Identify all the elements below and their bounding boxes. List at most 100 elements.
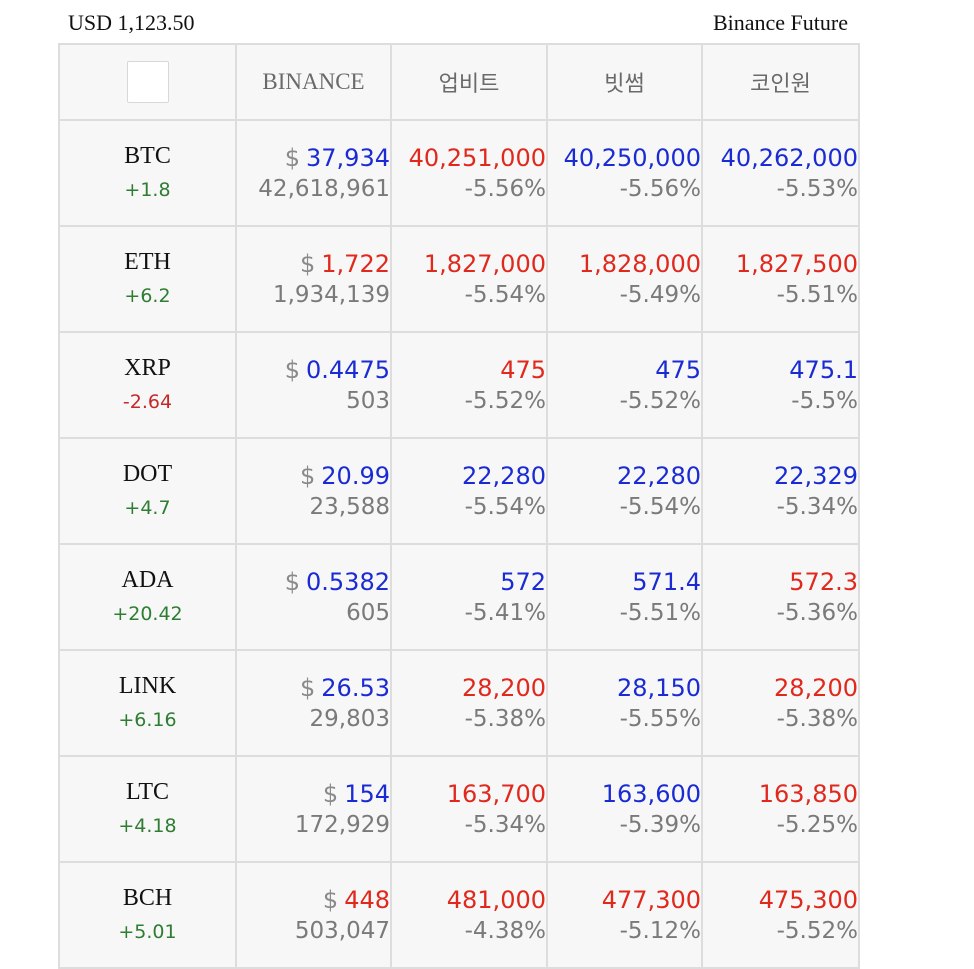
coin-cell: BCH +5.01 <box>58 861 237 969</box>
upbit-premium: -5.34% <box>464 811 546 838</box>
coinone-price: 163,850 <box>758 779 858 808</box>
upbit-price: 22,280 <box>462 461 546 490</box>
binance-cell: $37,934 42,618,961 <box>235 119 392 227</box>
coin-change: -2.64 <box>122 391 173 413</box>
binance-usd-price: 1,722 <box>321 249 390 278</box>
top-bar: USD 1,123.50 Binance Future <box>68 6 848 38</box>
upbit-cell: 163,700 -5.34% <box>390 755 548 863</box>
table-row[interactable]: BTC +1.8 $37,934 42,618,961 40,251,000 -… <box>58 119 860 227</box>
bithumb-price: 1,828,000 <box>578 249 701 278</box>
bithumb-price: 477,300 <box>601 885 701 914</box>
coinone-price: 22,329 <box>774 461 858 490</box>
bithumb-premium: -5.52% <box>619 387 701 414</box>
binance-krw-price: 503,047 <box>294 917 390 944</box>
binance-cell: $1,722 1,934,139 <box>235 225 392 333</box>
binance-cell: $0.5382 605 <box>235 543 392 651</box>
coin-symbol: LTC <box>125 779 170 805</box>
coin-symbol: LINK <box>118 673 177 699</box>
binance-cell: $20.99 23,588 <box>235 437 392 545</box>
column-header-upbit: 업비트 <box>390 43 548 121</box>
binance-cell: $0.4475 503 <box>235 331 392 439</box>
bithumb-premium: -5.12% <box>619 917 701 944</box>
upbit-price: 481,000 <box>446 885 546 914</box>
bithumb-cell: 477,300 -5.12% <box>546 861 703 969</box>
dollar-sign: $ <box>322 885 339 914</box>
binance-krw-price: 605 <box>346 599 390 626</box>
coin-cell: DOT +4.7 <box>58 437 237 545</box>
upbit-price: 28,200 <box>462 673 546 702</box>
upbit-premium: -4.38% <box>464 917 546 944</box>
bithumb-premium: -5.56% <box>619 175 701 202</box>
coin-change: +6.16 <box>118 709 177 731</box>
coinone-premium: -5.51% <box>776 281 858 308</box>
bithumb-cell: 40,250,000 -5.56% <box>546 119 703 227</box>
bithumb-price: 22,280 <box>617 461 701 490</box>
upbit-premium: -5.54% <box>464 493 546 520</box>
upbit-premium: -5.41% <box>464 599 546 626</box>
table-row[interactable]: LINK +6.16 $26.53 29,803 28,200 -5.38% 2… <box>58 649 860 757</box>
checkbox-wrapper <box>60 61 235 103</box>
coinone-cell: 1,827,500 -5.51% <box>701 225 860 333</box>
binance-usd-price: 154 <box>344 779 390 808</box>
coinone-price: 475.1 <box>789 355 858 384</box>
bithumb-cell: 22,280 -5.54% <box>546 437 703 545</box>
coin-cell: ETH +6.2 <box>58 225 237 333</box>
column-header-bithumb: 빗썸 <box>546 43 703 121</box>
coinone-premium: -5.36% <box>776 599 858 626</box>
bithumb-price: 475 <box>655 355 701 384</box>
dollar-sign: $ <box>300 673 316 702</box>
dollar-sign: $ <box>284 355 301 384</box>
binance-cell: $448 503,047 <box>235 861 392 969</box>
binance-krw-price: 503 <box>346 387 390 414</box>
bithumb-cell: 1,828,000 -5.49% <box>546 225 703 333</box>
coinone-cell: 475.1 -5.5% <box>701 331 860 439</box>
select-all-cell <box>58 43 237 121</box>
table-row[interactable]: DOT +4.7 $20.99 23,588 22,280 -5.54% 22,… <box>58 437 860 545</box>
table-row[interactable]: LTC +4.18 $154 172,929 163,700 -5.34% 16… <box>58 755 860 863</box>
coinone-price: 1,827,500 <box>735 249 858 278</box>
binance-krw-price: 42,618,961 <box>258 175 390 202</box>
coinone-cell: 28,200 -5.38% <box>701 649 860 757</box>
upbit-cell: 572 -5.41% <box>390 543 548 651</box>
bithumb-premium: -5.51% <box>619 599 701 626</box>
coinone-price: 572.3 <box>789 567 858 596</box>
bithumb-price: 40,250,000 <box>563 143 701 172</box>
binance-usd-price: 0.4475 <box>306 355 390 384</box>
coinone-price: 40,262,000 <box>720 143 858 172</box>
binance-cell: $26.53 29,803 <box>235 649 392 757</box>
bithumb-premium: -5.49% <box>619 281 701 308</box>
table-row[interactable]: ADA +20.42 $0.5382 605 572 -5.41% 571.4 … <box>58 543 860 651</box>
binance-krw-price: 23,588 <box>309 493 390 520</box>
dollar-sign: $ <box>322 779 339 808</box>
bithumb-cell: 475 -5.52% <box>546 331 703 439</box>
upbit-price: 163,700 <box>446 779 546 808</box>
coin-change: +1.8 <box>124 179 171 201</box>
select-all-checkbox[interactable] <box>126 61 169 103</box>
bithumb-price: 571.4 <box>632 567 701 596</box>
table-row[interactable]: XRP -2.64 $0.4475 503 475 -5.52% 475 -5.… <box>58 331 860 439</box>
binance-usd-price: 20.99 <box>321 461 390 490</box>
binance-usd-price: 0.5382 <box>306 567 390 596</box>
coin-cell: LINK +6.16 <box>58 649 237 757</box>
coinone-premium: -5.5% <box>791 387 858 414</box>
column-header-coinone: 코인원 <box>701 43 860 121</box>
coinone-premium: -5.52% <box>776 917 858 944</box>
upbit-cell: 475 -5.52% <box>390 331 548 439</box>
column-header-binance: BINANCE <box>235 43 392 121</box>
coinone-premium: -5.25% <box>776 811 858 838</box>
price-source-label: Binance Future <box>712 10 848 35</box>
binance-usd-price: 37,934 <box>306 143 390 172</box>
table-row[interactable]: BCH +5.01 $448 503,047 481,000 -4.38% 47… <box>58 861 860 969</box>
bithumb-premium: -5.55% <box>619 705 701 732</box>
coinone-cell: 163,850 -5.25% <box>701 755 860 863</box>
price-comparison-table: BINANCE 업비트 빗썸 코인원 BTC +1.8 $37,934 42,6… <box>58 43 860 969</box>
dollar-sign: $ <box>300 461 316 490</box>
table-row[interactable]: ETH +6.2 $1,722 1,934,139 1,827,000 -5.5… <box>58 225 860 333</box>
upbit-price: 1,827,000 <box>423 249 546 278</box>
binance-krw-price: 172,929 <box>294 811 390 838</box>
coin-symbol: DOT <box>122 461 173 487</box>
upbit-price: 40,251,000 <box>408 143 546 172</box>
coinone-premium: -5.53% <box>776 175 858 202</box>
coinone-cell: 475,300 -5.52% <box>701 861 860 969</box>
upbit-price: 572 <box>500 567 546 596</box>
